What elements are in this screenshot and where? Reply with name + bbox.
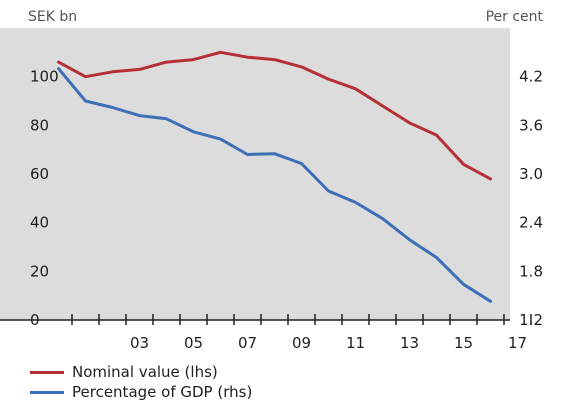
left-tick-label: 60 bbox=[30, 165, 49, 183]
x-tick-label: 03 bbox=[130, 334, 149, 352]
left-tick-label: 80 bbox=[30, 116, 49, 134]
right-tick-label: 3.0 bbox=[519, 165, 543, 183]
legend-item-nominal: Nominal value (lhs) bbox=[30, 362, 252, 382]
legend-label-gdp: Percentage of GDP (rhs) bbox=[72, 382, 252, 402]
right-tick-label: 1.8 bbox=[519, 262, 543, 280]
chart-legend: Nominal value (lhs) Percentage of GDP (r… bbox=[30, 362, 252, 402]
right-tick-label: 3.6 bbox=[519, 116, 543, 134]
legend-item-gdp: Percentage of GDP (rhs) bbox=[30, 382, 252, 402]
left-tick-label: 20 bbox=[30, 262, 49, 280]
x-axis: 03 05 07 09 11 13 15 17 bbox=[0, 314, 531, 352]
x-tick-label: 09 bbox=[292, 334, 311, 352]
legend-label-nominal: Nominal value (lhs) bbox=[72, 362, 218, 382]
x-tick-label: 11 bbox=[346, 334, 365, 352]
legend-swatch-gdp bbox=[30, 391, 64, 394]
right-axis-ticks: 1.21.82.43.03.64.2 bbox=[519, 68, 543, 329]
x-tick-label: 05 bbox=[184, 334, 203, 352]
right-axis-unit-label: Per cent bbox=[486, 9, 544, 25]
right-tick-label: 4.2 bbox=[519, 68, 543, 86]
x-tick-label: 07 bbox=[238, 334, 257, 352]
x-tick-label: 17 bbox=[508, 334, 527, 352]
left-axis-unit-label: SEK bn bbox=[28, 9, 77, 25]
right-tick-label: 2.4 bbox=[519, 214, 543, 232]
x-tick-label: 15 bbox=[454, 334, 473, 352]
x-tick-label: 13 bbox=[400, 334, 419, 352]
legend-swatch-nominal bbox=[30, 371, 64, 374]
left-tick-label: 100 bbox=[30, 68, 59, 86]
left-tick-label: 40 bbox=[30, 214, 49, 232]
